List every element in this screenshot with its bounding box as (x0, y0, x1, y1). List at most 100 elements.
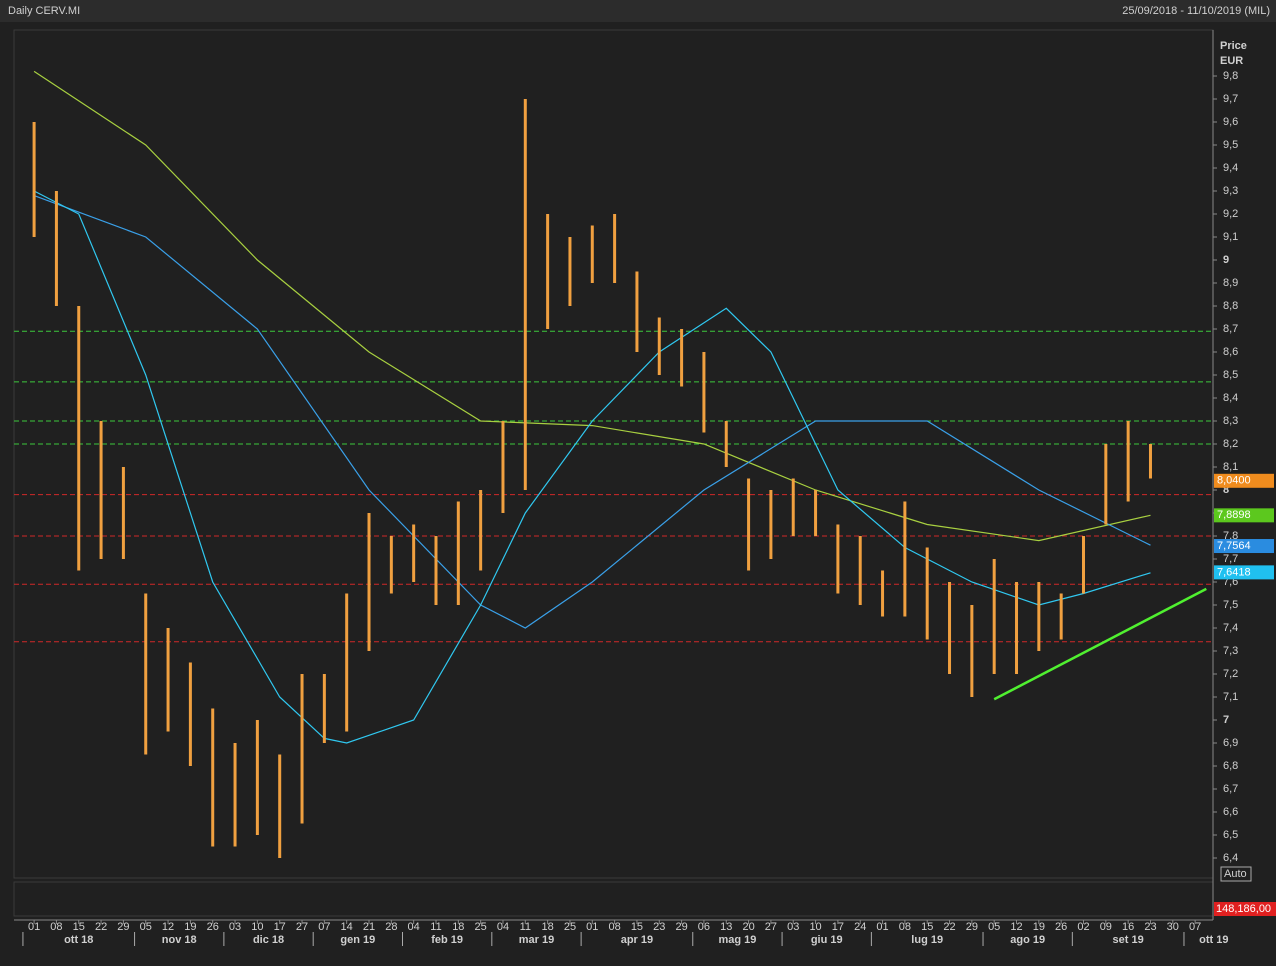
x-tick-label: 17 (274, 921, 286, 933)
month-label: ago 19 (1010, 934, 1045, 946)
x-tick-label: 11 (430, 921, 441, 933)
x-tick-label: 01 (28, 921, 40, 933)
x-tick-label: 09 (1100, 921, 1112, 933)
x-tick-label: 18 (542, 921, 554, 933)
y-tick-label: 6,7 (1223, 783, 1238, 795)
x-tick-label: 30 (1167, 921, 1179, 933)
x-tick-label: 24 (854, 921, 866, 933)
last-value-tag (1214, 473, 1274, 488)
y-tick-label: 7,3 (1223, 645, 1238, 657)
y-tick-label: 9,6 (1223, 116, 1238, 128)
y-tick-label: 6,6 (1223, 806, 1238, 818)
x-tick-label: 14 (341, 921, 353, 933)
x-tick-label: 25 (475, 921, 487, 933)
x-tick-label: 26 (207, 921, 219, 933)
x-tick-label: 27 (765, 921, 777, 933)
x-tick-label: 08 (50, 921, 62, 933)
y-tick-label: 8 (1223, 484, 1229, 496)
x-tick-label: 23 (1144, 921, 1156, 933)
month-label: dic 18 (253, 934, 284, 946)
volume-scale[interactable]: Auto (1224, 868, 1247, 880)
moving-average (33, 195, 1151, 629)
last-value-label: 7,6418 (1217, 566, 1251, 578)
x-tick-label: 29 (675, 921, 687, 933)
x-tick-label: 12 (162, 921, 174, 933)
month-label: ott 19 (1199, 934, 1228, 946)
y-axis-title: Price (1220, 40, 1247, 52)
month-label: lug 19 (911, 934, 943, 946)
y-tick-label: 8,5 (1223, 369, 1238, 381)
last-value-label: 7,8898 (1217, 509, 1251, 521)
header-bar (0, 0, 1276, 22)
volume-tag-box (1214, 902, 1276, 916)
y-tick-label: 9,2 (1223, 208, 1238, 220)
x-tick-label: 02 (1077, 921, 1089, 933)
y-tick-label: 6,5 (1223, 829, 1238, 841)
x-tick-label: 17 (832, 921, 844, 933)
x-tick-label: 05 (988, 921, 1000, 933)
x-tick-label: 08 (608, 921, 620, 933)
last-value-tag (1214, 508, 1274, 523)
x-tick-label: 07 (318, 921, 330, 933)
y-tick-label: 7,4 (1223, 622, 1238, 634)
month-label: mag 19 (718, 934, 756, 946)
y-tick-label: 8,8 (1223, 300, 1238, 312)
x-tick-label: 04 (408, 921, 420, 933)
moving-average (33, 70, 1151, 542)
y-tick-label: 8,6 (1223, 346, 1238, 358)
x-tick-label: 08 (899, 921, 911, 933)
y-tick-label: 8,2 (1223, 438, 1238, 450)
x-tick-label: 29 (966, 921, 978, 933)
x-tick-label: 10 (809, 921, 821, 933)
x-tick-label: 19 (1033, 921, 1045, 933)
x-tick-label: 21 (363, 921, 375, 933)
y-tick-label: 8,1 (1223, 461, 1238, 473)
y-tick-label: 9,8 (1223, 70, 1238, 82)
y-tick-label: 8,7 (1223, 323, 1238, 335)
last-value-tag (1214, 539, 1274, 554)
chart-title: Daily CERV.MI (8, 5, 80, 17)
x-tick-label: 01 (876, 921, 888, 933)
date-range: 25/09/2018 - 11/10/2019 (MIL) (1122, 5, 1270, 17)
volume-scale-box[interactable] (1220, 866, 1252, 882)
x-tick-label: 06 (698, 921, 710, 933)
x-tick-label: 03 (787, 921, 799, 933)
y-tick-label: 7,7 (1223, 553, 1238, 565)
x-tick-label: 12 (1010, 921, 1022, 933)
month-label: set 19 (1113, 934, 1144, 946)
month-label: feb 19 (431, 934, 463, 946)
month-label: apr 19 (621, 934, 653, 946)
y-axis-unit: EUR (1220, 55, 1243, 67)
y-tick-label: 9,5 (1223, 139, 1238, 151)
y-tick-label: 7 (1223, 714, 1229, 726)
x-tick-label: 22 (95, 921, 107, 933)
y-tick-label: 6,9 (1223, 737, 1238, 749)
x-tick-label: 27 (296, 921, 308, 933)
y-tick-label: 6,4 (1223, 852, 1238, 864)
y-tick-label: 7,5 (1223, 599, 1238, 611)
y-tick-label: 9,1 (1223, 231, 1238, 243)
trendline (993, 587, 1207, 701)
x-tick-label: 01 (586, 921, 598, 933)
y-tick-label: 9,4 (1223, 162, 1238, 174)
month-label: mar 19 (519, 934, 554, 946)
x-tick-label: 13 (720, 921, 732, 933)
x-tick-label: 05 (140, 921, 152, 933)
x-tick-label: 22 (943, 921, 955, 933)
x-tick-label: 23 (653, 921, 665, 933)
x-tick-label: 16 (1122, 921, 1134, 933)
y-tick-label: 8,9 (1223, 277, 1238, 289)
y-tick-label: 9,3 (1223, 185, 1238, 197)
last-value-label: 8,0400 (1217, 475, 1251, 487)
x-tick-label: 04 (497, 921, 509, 933)
y-tick-label: 6,8 (1223, 760, 1238, 772)
month-label: giu 19 (811, 934, 843, 946)
x-tick-label: 28 (385, 921, 397, 933)
x-tick-label: 29 (117, 921, 129, 933)
month-label: nov 18 (162, 934, 197, 946)
x-tick-label: 20 (742, 921, 754, 933)
x-tick-label: 10 (251, 921, 263, 933)
y-tick-label: 7,2 (1223, 668, 1238, 680)
